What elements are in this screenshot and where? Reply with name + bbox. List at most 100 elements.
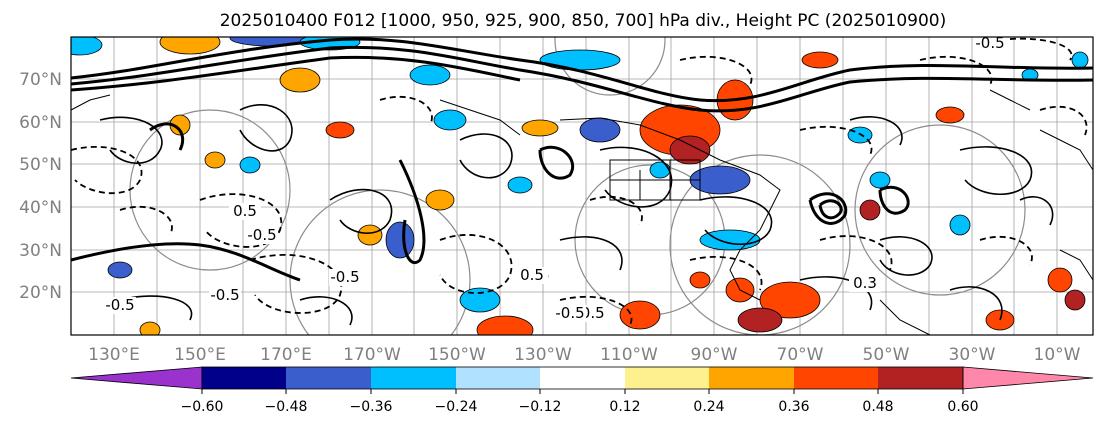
colorbar-tick-label: −0.24 bbox=[435, 399, 478, 415]
divergence-patch bbox=[1071, 51, 1089, 69]
colorbar-swatch bbox=[456, 367, 540, 389]
divergence-patch bbox=[279, 67, 321, 93]
dashed-contour bbox=[799, 126, 873, 156]
coastline bbox=[1059, 249, 1093, 281]
latitude-label: 70°N bbox=[19, 70, 62, 90]
dashed-contour bbox=[919, 56, 993, 86]
contour-line bbox=[559, 236, 623, 271]
divergence-patch bbox=[869, 171, 891, 189]
longitude-label: 30°W bbox=[949, 345, 996, 365]
colorbar-swatch bbox=[625, 367, 709, 389]
colorbar-swatch bbox=[878, 367, 963, 389]
coastline bbox=[439, 99, 521, 136]
dashed-contour bbox=[559, 296, 633, 326]
height-contour bbox=[808, 192, 848, 225]
height-contour bbox=[818, 199, 843, 220]
contour-label: -0.5 bbox=[975, 34, 1004, 52]
dashed-contour bbox=[979, 235, 1033, 266]
coastline bbox=[610, 160, 700, 200]
longitude-axis: 130°E 150°E 170°E 170°W 150°W 130°W 110°W 90°W 7… bbox=[88, 345, 1081, 365]
contour-line bbox=[459, 133, 513, 179]
contour-label: 0.5 bbox=[233, 202, 257, 220]
colorbar-tick-label: 0.48 bbox=[862, 399, 893, 415]
divergence-patch bbox=[239, 156, 261, 174]
divergence-patch bbox=[139, 321, 161, 335]
height-contour bbox=[149, 122, 185, 151]
divergence-patch bbox=[71, 37, 103, 56]
colorbar-swatch bbox=[202, 367, 286, 389]
colorbar-swatch bbox=[371, 367, 456, 389]
latitude-axis: 70°N 60°N 50°N 40°N 30°N 20°N bbox=[19, 70, 62, 303]
longitude-label: 170°E bbox=[260, 345, 312, 365]
contour-label: -0.5 bbox=[555, 304, 584, 322]
contour-line bbox=[329, 188, 393, 234]
longitude-label: 130°E bbox=[88, 345, 140, 365]
reference-circle bbox=[554, 37, 666, 96]
contour-label: -0.5 bbox=[105, 296, 134, 314]
coastline bbox=[559, 117, 781, 301]
contour-line bbox=[699, 196, 773, 246]
contour-label: 0.5 bbox=[520, 266, 544, 284]
colorbar-tick-label: −0.12 bbox=[519, 399, 562, 415]
dashed-contour bbox=[819, 235, 893, 271]
map-frame bbox=[70, 36, 1094, 336]
reference-circle bbox=[854, 124, 1026, 296]
longitude-label: 150°E bbox=[174, 345, 226, 365]
divergence-patch bbox=[649, 161, 671, 179]
colorbar: −0.60 −0.48 −0.36 −0.24 −0.12 0.12 0.24 0.36 0.4… bbox=[70, 366, 1094, 415]
contour-line bbox=[849, 116, 903, 146]
divergence-patch bbox=[476, 315, 534, 335]
colorbar-outline bbox=[201, 366, 964, 390]
divergence-patch bbox=[539, 49, 621, 71]
contour-label: -0.5 bbox=[210, 286, 239, 304]
longitude-label: 90°W bbox=[691, 345, 738, 365]
colorbar-swatch bbox=[286, 367, 371, 389]
dashed-contour bbox=[999, 37, 1073, 61]
colorbar-tick-label: 0.60 bbox=[947, 399, 978, 415]
contour-line bbox=[299, 296, 353, 326]
coastline bbox=[879, 299, 931, 335]
colorbar-swatch bbox=[540, 367, 625, 389]
divergence-patch bbox=[357, 224, 383, 246]
contour-label: -0.5 bbox=[330, 268, 359, 286]
chart-title: 2025010400 F012 [1000, 950, 925, 900, 85… bbox=[220, 11, 947, 31]
colorbar-tick-label: −0.36 bbox=[350, 399, 393, 415]
contour-line bbox=[1019, 196, 1054, 226]
height-contour bbox=[71, 242, 301, 282]
colorbar-tick-label: 0.12 bbox=[609, 399, 640, 415]
longitude-label: 170°W bbox=[343, 345, 401, 365]
dashed-contour bbox=[439, 234, 513, 294]
contour-line bbox=[879, 236, 933, 276]
coastline bbox=[989, 89, 1031, 111]
colorbar-tick-label: 0.24 bbox=[693, 399, 724, 415]
height-contour bbox=[538, 145, 575, 180]
dashed-contour bbox=[71, 146, 143, 195]
latitude-label: 30°N bbox=[19, 241, 62, 261]
coastline bbox=[71, 94, 111, 111]
divergence-patch bbox=[619, 300, 661, 330]
divergence-patch bbox=[935, 106, 965, 124]
divergence-patch bbox=[949, 214, 971, 236]
divergence-patch bbox=[409, 64, 451, 86]
contour-label: -0.5 bbox=[247, 226, 276, 244]
divergence-patch bbox=[801, 51, 839, 69]
colorbar-extend-low bbox=[70, 366, 203, 390]
latitude-label: 50°N bbox=[19, 155, 62, 175]
latitude-label: 40°N bbox=[19, 198, 62, 218]
longitude-label: 10°W bbox=[1034, 345, 1081, 365]
dashed-contour bbox=[589, 195, 643, 226]
colorbar-tick-label: 0.36 bbox=[778, 399, 809, 415]
dashed-contour bbox=[679, 56, 753, 86]
divergence-patch bbox=[521, 119, 559, 137]
height-contour bbox=[71, 37, 1093, 103]
divergence-patch bbox=[737, 307, 783, 333]
dashed-contour bbox=[249, 254, 343, 314]
colorbar-swatch bbox=[794, 367, 878, 389]
divergence-patch bbox=[107, 261, 133, 279]
divergence-patch bbox=[204, 151, 226, 169]
divergence-patch bbox=[425, 189, 455, 211]
reference-circle bbox=[289, 189, 471, 335]
dashed-contour bbox=[379, 95, 433, 126]
divergence-patch bbox=[579, 117, 621, 143]
longitude-label: 130°W bbox=[514, 345, 572, 365]
